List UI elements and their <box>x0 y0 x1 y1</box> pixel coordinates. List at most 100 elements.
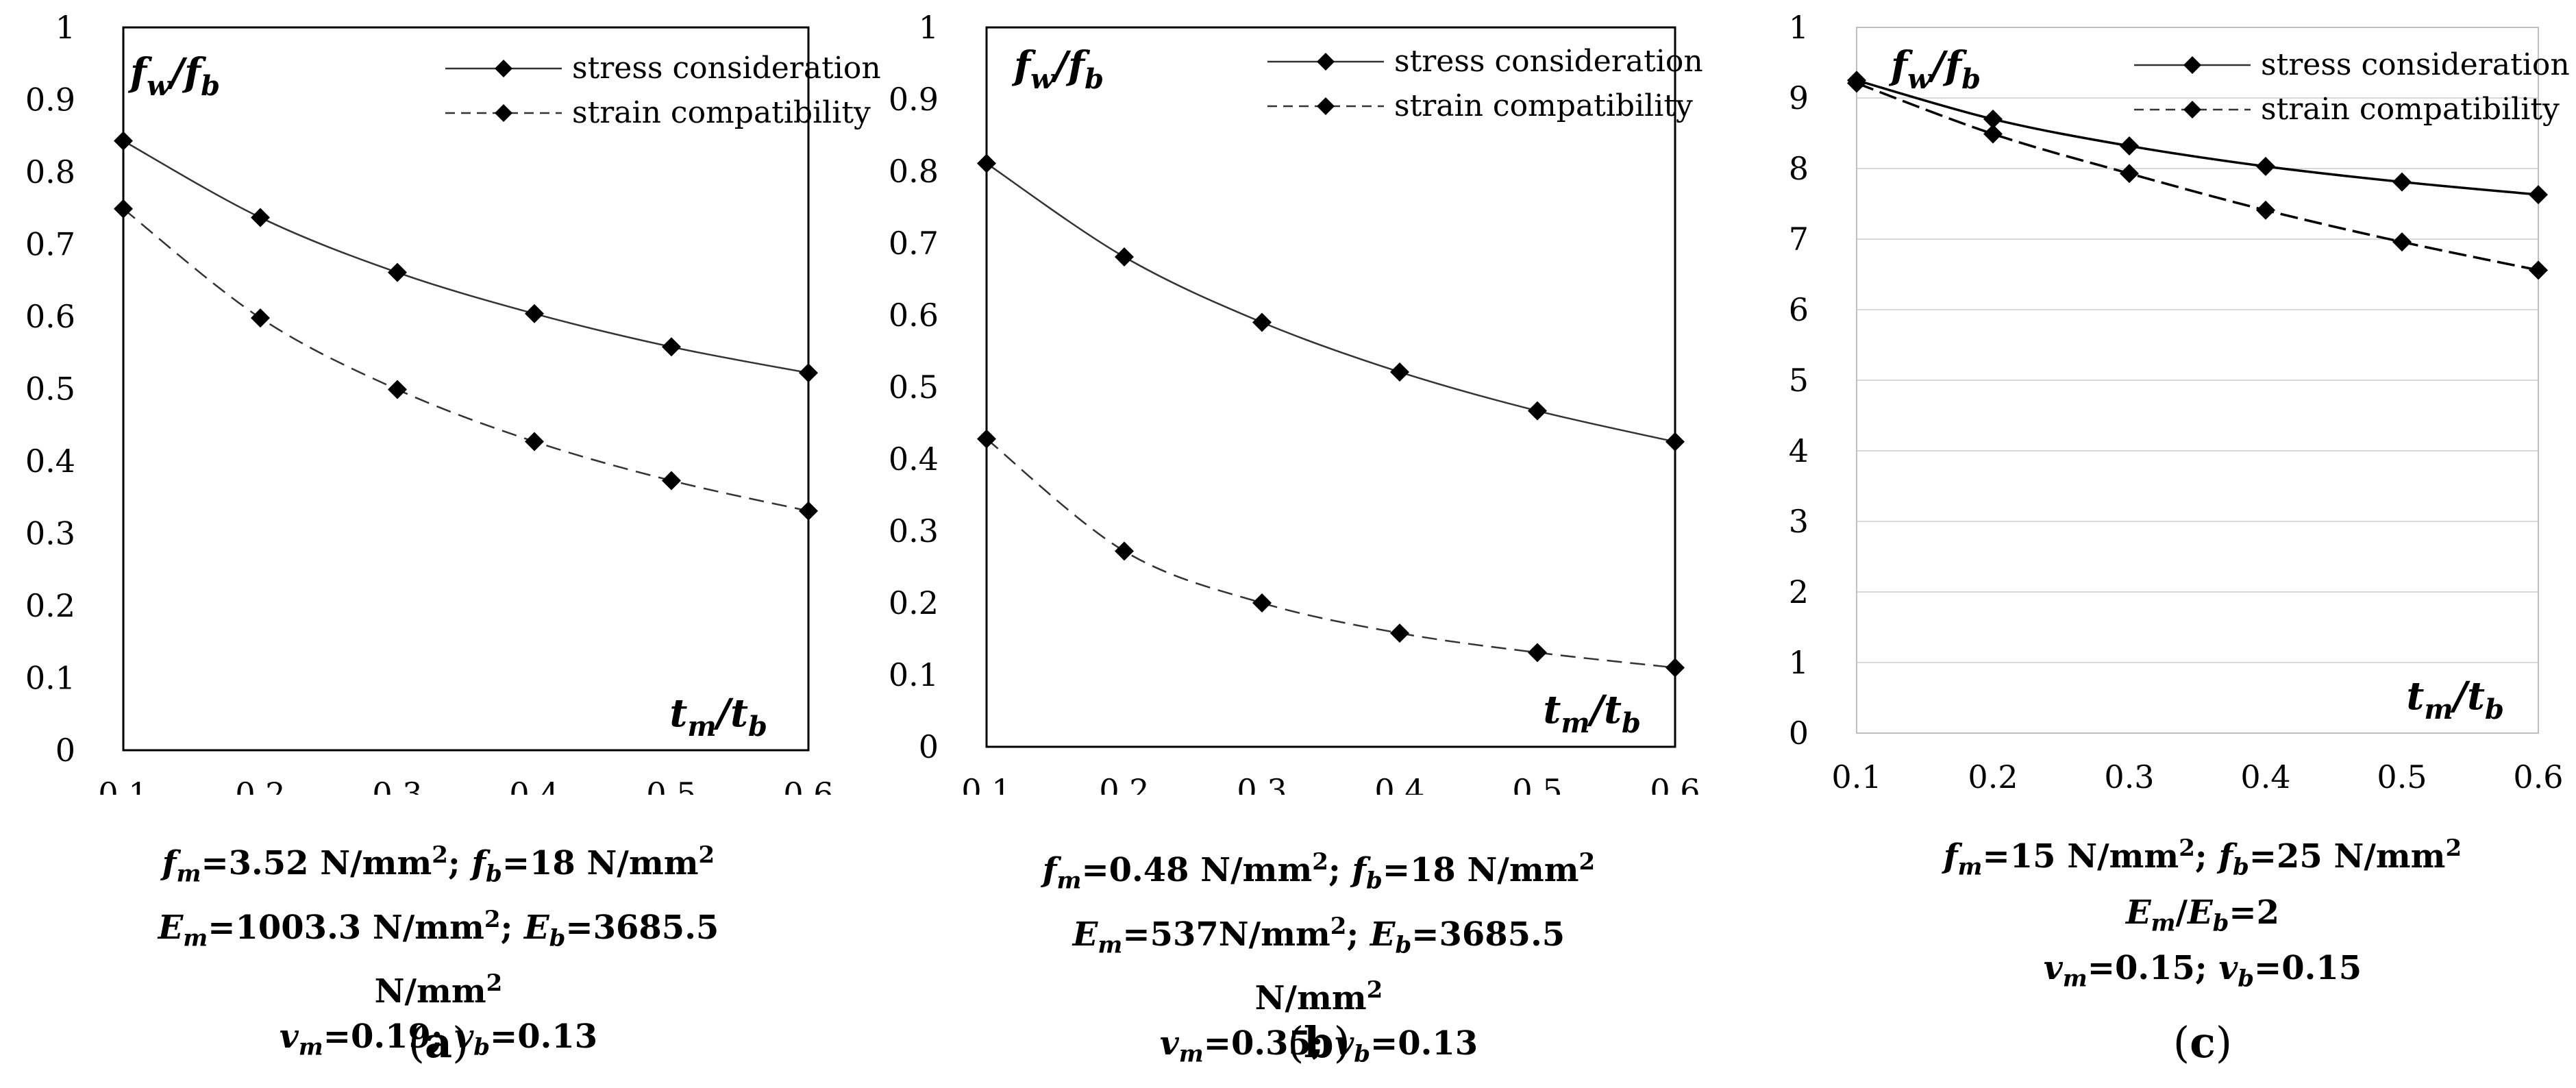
plot-frame <box>985 26 1676 748</box>
y-tick-label: 0.2 <box>1788 573 1809 610</box>
data-point <box>1983 109 2003 129</box>
parameters-line: vm=0.15; vb=0.15 <box>2043 949 2362 993</box>
y-tick-label: 0.9 <box>25 82 75 119</box>
parameters-caption: fm=15 N/mm2; fb=25 N/mm2 Em/Eb=2 vm=0.15; … <box>1894 826 2511 1002</box>
data-point <box>1528 401 1547 421</box>
legend-marker <box>2183 101 2201 119</box>
legend-label: stress consideration <box>2261 47 2570 82</box>
data-point <box>1665 432 1685 452</box>
x-tick-label: 0.1 <box>98 776 148 795</box>
y-axis-label: fw/fb <box>1011 43 1104 95</box>
legend-label: stress consideration <box>572 51 881 86</box>
data-point <box>662 337 681 357</box>
y-tick-label: 0.4 <box>25 443 75 480</box>
data-point <box>2392 232 2412 252</box>
x-tick-label: 0.6 <box>1650 772 1700 795</box>
y-tick-label: 0.5 <box>889 369 939 406</box>
data-point <box>1665 658 1685 678</box>
data-point <box>2256 200 2275 220</box>
y-tick-label: 0.5 <box>1788 362 1809 399</box>
x-tick-label: 0.3 <box>372 776 422 795</box>
data-point <box>525 304 544 323</box>
legend-label: strain compatibility <box>572 95 871 130</box>
y-tick-label: 1 <box>55 9 75 46</box>
y-tick-label: 0 <box>1789 715 1809 752</box>
legend-marker <box>1317 53 1335 71</box>
data-point <box>1252 593 1272 613</box>
y-tick-label: 0.8 <box>25 153 75 190</box>
x-tick-label: 0.3 <box>1237 772 1287 795</box>
x-tick-label: 0.5 <box>2377 758 2427 795</box>
y-tick-label: 0.1 <box>889 656 939 693</box>
parameters-line: vm=0.19; vb=0.13 <box>279 1017 598 1061</box>
data-point <box>1390 362 1409 382</box>
y-tick-label: 1 <box>919 9 939 46</box>
data-point <box>1983 124 2003 144</box>
x-axis-label: tm/tb <box>1544 687 1642 739</box>
y-tick-label: 0 <box>919 728 939 765</box>
data-point <box>2529 260 2548 280</box>
y-tick-label: 0.7 <box>889 225 939 262</box>
x-tick-label: 0.2 <box>1099 772 1149 795</box>
y-tick-label: 0.6 <box>889 297 939 334</box>
plot-frame <box>122 26 810 752</box>
series-line-strain-compatibility <box>1856 82 2539 272</box>
y-tick-label: 0.8 <box>889 153 939 190</box>
y-tick-label: 0.1 <box>1788 644 1809 681</box>
data-point <box>2120 136 2139 156</box>
x-tick-label: 0.1 <box>1831 758 1881 795</box>
series-line-strain-compatibility <box>123 208 809 512</box>
panel-label: (b) <box>1287 1017 1350 1067</box>
chart-c: 0 0.1 0.2 0.3 0.4 0.5 0.6 0.7 0.8 0.9 1 0.1 0.2 0.3 0.… <box>1788 9 2570 795</box>
data-point <box>799 501 818 521</box>
series-line-stress-consideration <box>1856 79 2539 196</box>
data-point <box>1115 247 1134 267</box>
data-point <box>388 380 407 399</box>
y-tick-label: 0.4 <box>1788 432 1809 469</box>
parameters-caption: fm=0.48 N/mm2; fb=18 N/mm2 Em=537N/mm2; E… <box>1011 839 1627 1077</box>
x-tick-label: 0.4 <box>1374 772 1424 795</box>
parameters-line: Em=537N/mm2; Eb=3685.5 N/mm2 <box>1072 912 1565 1018</box>
data-point <box>1252 312 1272 332</box>
x-tick-label: 0.6 <box>2513 758 2563 795</box>
data-point <box>977 153 996 173</box>
y-tick-label: 0.6 <box>25 298 75 335</box>
legend-label: stress consideration <box>1394 44 1703 79</box>
legend-marker <box>2183 56 2201 74</box>
y-tick-label: 0.7 <box>25 226 75 263</box>
y-tick-label: 0 <box>55 732 75 769</box>
series-line-strain-compatibility <box>986 438 1676 669</box>
y-tick-label: 0.9 <box>1788 79 1809 116</box>
x-tick-label: 0.4 <box>509 776 559 795</box>
x-axis-label: tm/tb <box>2407 673 2505 726</box>
x-tick-label: 0.5 <box>1512 772 1562 795</box>
legend-marker <box>495 104 512 122</box>
panel-label: (c) <box>2172 1017 2233 1067</box>
data-point <box>114 131 133 151</box>
y-tick-label: 0.2 <box>25 587 75 624</box>
y-tick-label: 0.5 <box>25 371 75 408</box>
legend-marker <box>495 60 512 77</box>
data-point <box>1847 73 1866 93</box>
legend-label: strain compatibility <box>1394 88 1693 123</box>
data-point <box>1115 541 1134 561</box>
data-point <box>525 432 544 452</box>
parameters-line: Em=1003.3 N/mm2; Eb=3685.5 N/mm2 <box>158 905 719 1011</box>
parameters-line: Em/Eb=2 <box>2125 893 2280 937</box>
data-point <box>977 429 996 449</box>
y-tick-label: 1 <box>1789 9 1809 46</box>
y-tick-label: 0.3 <box>25 515 75 552</box>
x-tick-label: 0.5 <box>646 776 696 795</box>
plot-frame <box>1856 27 2539 734</box>
x-tick-label: 0.1 <box>961 772 1011 795</box>
y-tick-label: 0.6 <box>1788 291 1809 328</box>
panel-label: (a) <box>408 1017 469 1067</box>
data-point <box>388 262 407 282</box>
y-tick-label: 0.2 <box>889 584 939 621</box>
data-point <box>2256 156 2275 176</box>
data-point <box>2392 172 2412 192</box>
y-tick-label: 0.7 <box>1788 221 1809 258</box>
x-tick-label: 0.2 <box>235 776 285 795</box>
y-tick-label: 0.3 <box>889 512 939 549</box>
